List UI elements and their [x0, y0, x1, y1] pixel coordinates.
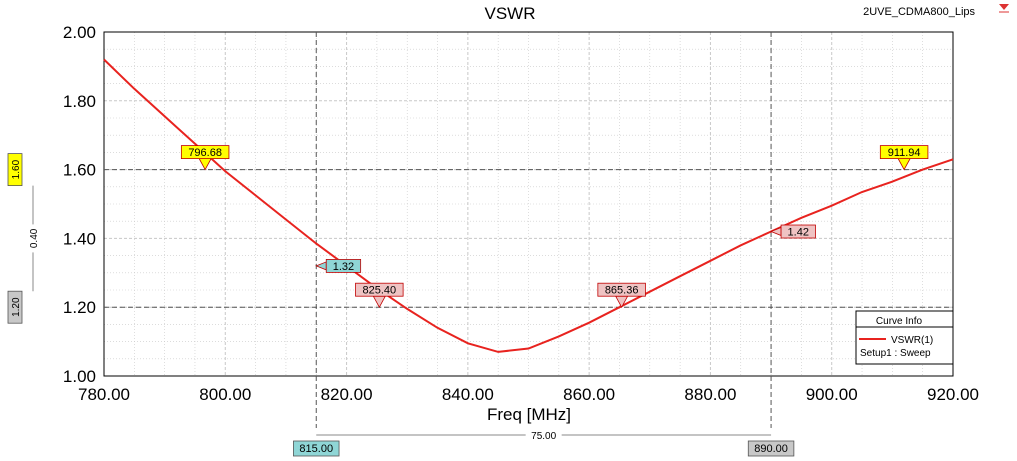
- x-delta-indicator: 75.00: [316, 429, 772, 442]
- y-axis-ticks: 1.00 1.20 1.40 1.60 1.80 2.00: [63, 23, 96, 386]
- chart-title: VSWR: [485, 4, 536, 23]
- h-marker-tag-label: 1.20: [11, 297, 22, 317]
- marker-1.42[interactable]: 1.42: [769, 224, 816, 239]
- y-tick-label: 1.00: [63, 367, 96, 386]
- marker-label: 825.40: [362, 285, 396, 297]
- reference-lines[interactable]: [104, 32, 953, 428]
- marker-pointer: [372, 295, 386, 309]
- legend-title: Curve Info: [876, 316, 923, 327]
- v-marker-tag-label: 815.00: [299, 443, 333, 455]
- x-tick-label: 880.00: [684, 385, 736, 404]
- marker-box: [355, 282, 404, 297]
- y-delta-label: 0.40: [29, 228, 40, 248]
- x-delta-label: 75.00: [531, 431, 556, 442]
- marker-box: [879, 145, 929, 160]
- v-marker-tag-815.00[interactable]: 815.00: [293, 440, 340, 457]
- marker-label: 865.36: [605, 285, 639, 297]
- y-tick-label: 1.20: [63, 298, 96, 317]
- plot-frame: [103, 31, 954, 377]
- marker-pointer: [315, 261, 327, 271]
- marker-pointer: [897, 158, 911, 171]
- y-tick-label: 1.60: [63, 161, 96, 180]
- x-tick-label: 900.00: [806, 385, 858, 404]
- h-marker-tag-1.20[interactable]: 1.20: [7, 290, 23, 324]
- h-marker-tag-box: [7, 153, 23, 187]
- legend-entry-setup: Setup1 : Sweep: [860, 348, 931, 359]
- x-axis-ticks: 780.00 800.00 820.00 840.00 860.00 880.00 900.…: [78, 385, 979, 404]
- y-tick-label: 1.80: [63, 92, 96, 111]
- marker-pointer: [198, 158, 212, 171]
- x-tick-label: 920.00: [927, 385, 979, 404]
- marker-label: 911.94: [888, 147, 921, 159]
- marker-1.32[interactable]: 1.32: [315, 259, 362, 273]
- h-marker-tag-1.60[interactable]: 1.60: [7, 153, 23, 187]
- x-tick-label: 860.00: [563, 385, 615, 404]
- marker-box: [597, 282, 646, 297]
- marker-911.94[interactable]: 911.94: [879, 145, 929, 171]
- marker-796.68[interactable]: 796.68: [180, 145, 230, 171]
- marker-label: 1.32: [333, 261, 354, 273]
- x-delta-bg: [525, 429, 562, 441]
- marker-box: [180, 145, 230, 160]
- h-marker-tag-label: 1.60: [11, 159, 22, 179]
- v-marker-tag-label: 890.00: [754, 443, 788, 455]
- x-tick-label: 820.00: [321, 385, 373, 404]
- y-tick-label: 1.40: [63, 229, 96, 248]
- x-tick-label: 840.00: [442, 385, 494, 404]
- marker-box: [780, 224, 816, 239]
- marker-layer[interactable]: 796.68 911.94 825.40 865.36 1.32 1.42 1.60 1.20…: [7, 145, 929, 457]
- legend-box: [855, 310, 954, 365]
- v-marker-tag-box: [293, 440, 340, 457]
- legend-entry-vswr1: VSWR(1): [891, 335, 933, 346]
- x-tick-label: 800.00: [199, 385, 251, 404]
- y-delta-indicator: 0.40: [27, 185, 40, 292]
- x-axis-label: Freq [MHz]: [487, 405, 571, 424]
- v-marker-tag-890.00[interactable]: 890.00: [747, 440, 795, 457]
- marker-825.40[interactable]: 825.40: [355, 282, 404, 309]
- y-tick-label: 2.00: [63, 23, 96, 42]
- marker-label: 796.68: [188, 147, 222, 159]
- marker-label: 1.42: [788, 227, 809, 239]
- marker-865.36[interactable]: 865.36: [597, 282, 646, 309]
- marker-pointer: [614, 295, 629, 309]
- series-line-vswr1[interactable]: [103, 58, 954, 353]
- design-name: 2UVE_CDMA800_Lips: [863, 6, 975, 18]
- y-delta-bg: [27, 224, 39, 253]
- legend[interactable]: Curve Info VSWR(1) Setup1 : Sweep: [855, 310, 954, 365]
- grid-minor: [104, 32, 953, 376]
- x-tick-label: 780.00: [78, 385, 130, 404]
- corner-icon[interactable]: [999, 4, 1009, 13]
- marker-box: [325, 259, 362, 273]
- v-marker-tag-box: [747, 440, 795, 457]
- h-marker-tag-box: [7, 290, 23, 324]
